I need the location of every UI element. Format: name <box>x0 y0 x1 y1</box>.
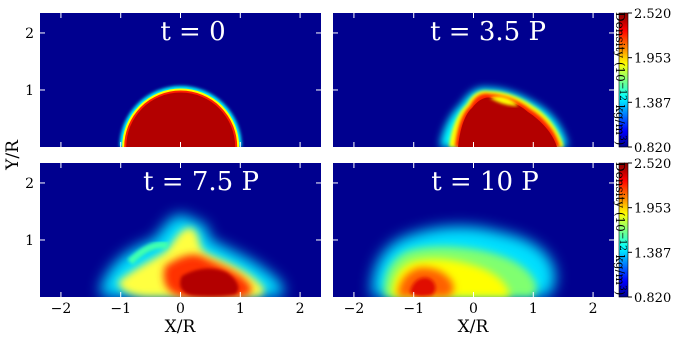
colorbar-bottom: Density (10−12 kg/m3) 2.520 1.953 1.387 0.8… <box>613 157 671 306</box>
panel-t0 <box>40 13 321 147</box>
panel-t75-time-label: t = 7.5 P <box>143 167 259 197</box>
colorbar-tick-label: 1.387 <box>634 246 671 261</box>
axis-ticks: 1 2 −2 −1 0 1 2 1 2 −2 −1 0 1 2 <box>25 13 614 317</box>
colorbar-tick-label: 0.820 <box>634 291 671 306</box>
panel-t35 <box>333 13 614 147</box>
colorbar-tick-label: 1.953 <box>634 202 671 217</box>
x-tick-label: 1 <box>236 301 245 317</box>
x-axis-title-left: X/R <box>165 317 197 337</box>
panel-t10 <box>333 163 614 297</box>
panel-t10-density <box>371 226 556 297</box>
panel-t75 <box>40 163 321 297</box>
x-tick-label: 1 <box>529 301 538 317</box>
colorbar-tick-label: 1.953 <box>634 52 671 67</box>
x-axis-title-right: X/R <box>458 317 490 337</box>
x-tick-label: 0 <box>469 301 478 317</box>
x-tick-label: −1 <box>110 301 131 317</box>
panel-t0-density <box>119 86 242 147</box>
colorbar-top-scale <box>618 12 629 148</box>
colorbar-bottom-ticks: 2.520 1.953 1.387 0.820 <box>628 157 671 306</box>
colorbar-bottom-scale <box>618 162 629 298</box>
x-tick-label: 0 <box>176 301 185 317</box>
y-tick-label: 1 <box>25 233 34 249</box>
panel-t35-density <box>440 87 568 147</box>
y-axis-title: Y/R <box>3 139 23 171</box>
y-tick-label: 2 <box>25 176 34 192</box>
colorbar-top-label: Density (10−12 kg/m3) <box>613 12 627 145</box>
x-tick-label: −2 <box>344 301 365 317</box>
y-tick-label: 2 <box>25 26 34 42</box>
x-tick-label: 2 <box>589 301 598 317</box>
colorbar-tick-label: 2.520 <box>634 7 671 22</box>
colorbar-tick-label: 2.520 <box>634 157 671 172</box>
panel-t10-time-label: t = 10 P <box>431 167 539 197</box>
panel-t75-density <box>100 214 284 297</box>
colorbar-top: Density (10−12 kg/m3) 2.520 1.953 1.387 0.8… <box>613 7 671 156</box>
colorbar-tick-label: 1.387 <box>634 96 671 111</box>
x-tick-label: −2 <box>51 301 72 317</box>
panel-t0-time-label: t = 0 <box>160 17 225 47</box>
x-tick-label: −1 <box>403 301 424 317</box>
y-tick-label: 1 <box>25 83 34 99</box>
panel-t35-time-label: t = 3.5 P <box>430 17 546 47</box>
x-tick-label: 2 <box>296 301 305 317</box>
colorbar-bottom-label: Density (10−12 kg/m3) <box>613 162 627 295</box>
colorbar-top-ticks: 2.520 1.953 1.387 0.820 <box>628 7 671 156</box>
colorbar-tick-label: 0.820 <box>634 141 671 156</box>
